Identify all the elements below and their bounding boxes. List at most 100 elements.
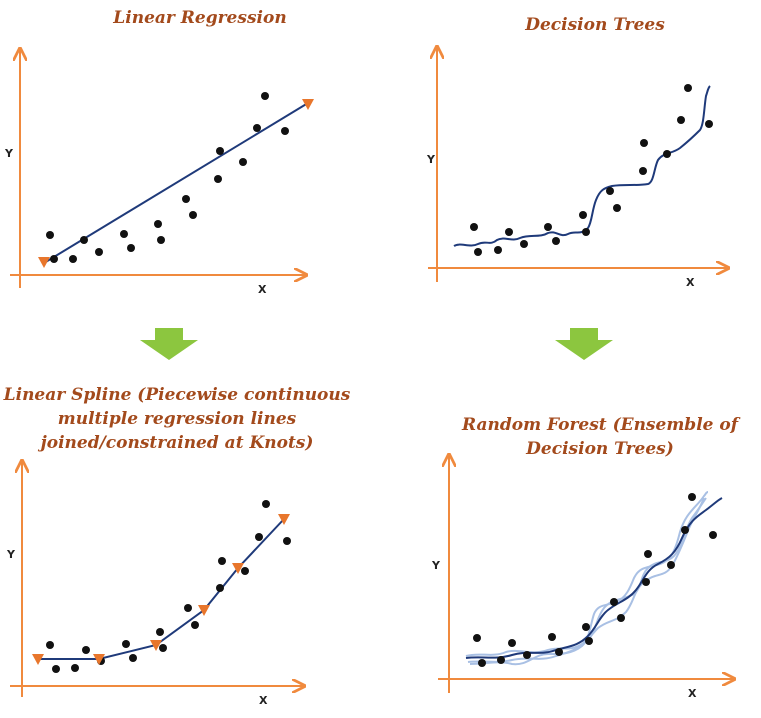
data-point	[582, 228, 590, 236]
data-point	[154, 220, 162, 228]
title-random-forest: Random Forest (Ensemble of Decision Tree…	[445, 413, 755, 461]
data-point	[544, 223, 552, 231]
y-axis-label: Y	[4, 147, 14, 160]
y-axis-label: Y	[6, 548, 16, 561]
data-point	[281, 127, 289, 135]
data-point	[663, 150, 671, 158]
data-point	[505, 228, 513, 236]
data-point	[191, 621, 199, 629]
endpoint-marker	[302, 99, 314, 110]
data-point	[216, 147, 224, 155]
data-point	[80, 236, 88, 244]
data-point	[46, 231, 54, 239]
data-point	[494, 246, 502, 254]
data-point	[241, 567, 249, 575]
data-point	[640, 139, 648, 147]
data-point	[474, 248, 482, 256]
data-point	[156, 628, 164, 636]
title-linear-spline: Linear Spline (Piecewise continuous mult…	[2, 383, 352, 455]
title-line: Random Forest (Ensemble of	[461, 415, 739, 435]
data-point	[182, 195, 190, 203]
title-line: Decision Trees	[525, 15, 665, 35]
data-point	[508, 639, 516, 647]
y-axis-label: Y	[426, 153, 436, 166]
data-point	[95, 248, 103, 256]
points	[46, 92, 289, 263]
x-axis-label: X	[259, 694, 268, 707]
data-point	[473, 634, 481, 642]
endpoint-marker	[38, 257, 50, 268]
x-axis-label: X	[686, 276, 695, 289]
data-point	[617, 614, 625, 622]
panel-linear-regression: Y X	[4, 50, 314, 296]
title-line: Linear Regression	[113, 8, 287, 28]
data-point	[667, 561, 675, 569]
data-point	[184, 604, 192, 612]
knot-marker	[198, 605, 210, 616]
regression-line	[43, 102, 309, 264]
data-point	[606, 187, 614, 195]
data-point	[642, 578, 650, 586]
data-point	[216, 584, 224, 592]
data-point	[122, 640, 130, 648]
data-point	[50, 255, 58, 263]
data-point	[709, 531, 717, 539]
data-point	[677, 116, 685, 124]
tree-line	[469, 497, 705, 666]
data-point	[470, 223, 478, 231]
data-point	[585, 637, 593, 645]
title-line: joined/constrained at Knots)	[40, 433, 314, 453]
data-point	[579, 211, 587, 219]
data-point	[120, 230, 128, 238]
data-point	[255, 533, 263, 541]
points	[46, 500, 291, 673]
data-point	[253, 124, 261, 132]
x-axis-label: X	[258, 283, 267, 296]
data-point	[157, 236, 165, 244]
knot-marker	[93, 654, 105, 665]
data-point	[69, 255, 77, 263]
title-line: Linear Spline (Piecewise continuous	[3, 385, 351, 405]
data-point	[52, 665, 60, 673]
step-fit-line	[453, 85, 711, 247]
data-point	[520, 240, 528, 248]
data-point	[613, 204, 621, 212]
knot-marker	[232, 563, 244, 574]
data-point	[129, 654, 137, 662]
spline-line	[38, 518, 285, 660]
data-point	[681, 526, 689, 534]
data-point	[214, 175, 222, 183]
points	[470, 84, 713, 256]
data-point	[644, 550, 652, 558]
data-point	[610, 598, 618, 606]
title-line: multiple regression lines	[57, 409, 297, 429]
x-axis-label: X	[688, 687, 697, 700]
data-point	[523, 651, 531, 659]
data-point	[82, 646, 90, 654]
tree-line	[465, 491, 709, 657]
down-arrow-right	[555, 328, 613, 360]
data-point	[283, 537, 291, 545]
data-point	[262, 500, 270, 508]
data-point	[684, 84, 692, 92]
title-decision-trees: Decision Trees	[480, 13, 710, 37]
data-point	[189, 211, 197, 219]
average-fit-line	[465, 497, 723, 659]
data-point	[261, 92, 269, 100]
data-point	[46, 641, 54, 649]
title-line: Decision Trees)	[526, 439, 674, 459]
knot-marker	[278, 514, 290, 525]
knot-marker	[32, 654, 44, 665]
y-axis-label: Y	[431, 559, 441, 572]
panel-decision-trees: Y X	[426, 48, 727, 289]
title-linear-regression: Linear Regression	[80, 6, 320, 30]
data-point	[127, 244, 135, 252]
points	[473, 493, 717, 667]
data-point	[639, 167, 647, 175]
data-point	[552, 237, 560, 245]
data-point	[239, 158, 247, 166]
data-point	[159, 644, 167, 652]
data-point	[548, 633, 556, 641]
data-point	[555, 648, 563, 656]
